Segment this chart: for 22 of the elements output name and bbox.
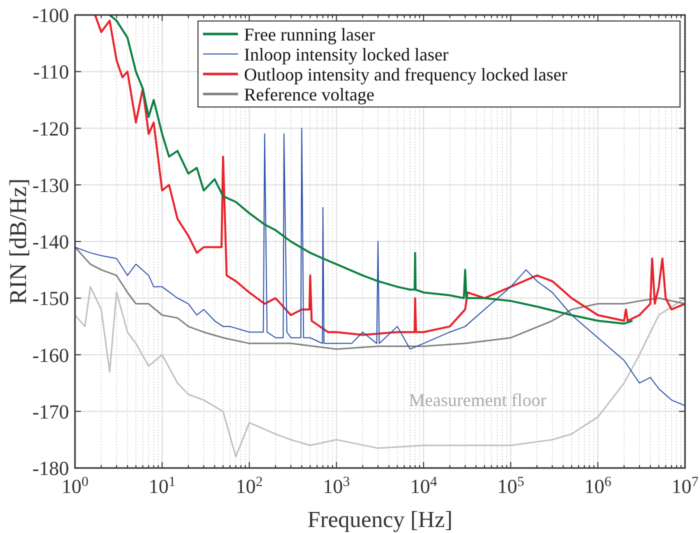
legend-label: Outloop intensity and frequency locked laser xyxy=(244,64,568,84)
y-tick-label: -120 xyxy=(32,118,69,140)
legend-label: Reference voltage xyxy=(244,84,374,104)
x-tick-label: 10$^{4}$ xyxy=(410,474,438,498)
y-tick-label: -130 xyxy=(32,174,69,197)
legend-label: Free running laser xyxy=(244,24,375,44)
y-tick-label: -110 xyxy=(33,62,69,84)
x-axis-title: Frequency [Hz] xyxy=(308,507,452,532)
x-tick-label: 10$^{7}$ xyxy=(672,474,698,498)
x-tick-label: 10$^{2}$ xyxy=(236,474,263,498)
x-tick-label: 10$^{1}$ xyxy=(148,474,176,498)
y-tick-label: -150 xyxy=(32,288,69,310)
x-tick-label: 10$^{3}$ xyxy=(322,474,350,498)
y-tick-label: -160 xyxy=(32,344,69,367)
y-tick-label: -170 xyxy=(32,401,69,424)
y-axis-title: RIN [dB/Hz] xyxy=(6,178,32,304)
x-tick-label: 10$^{5}$ xyxy=(497,474,524,498)
x-tick-label: 10$^{6}$ xyxy=(584,474,612,498)
annotation: Measurement floor xyxy=(408,390,546,410)
y-tick-label: -140 xyxy=(32,232,69,254)
y-tick-label: -100 xyxy=(32,5,69,27)
legend-label: Inloop intensity locked laser xyxy=(244,44,448,64)
